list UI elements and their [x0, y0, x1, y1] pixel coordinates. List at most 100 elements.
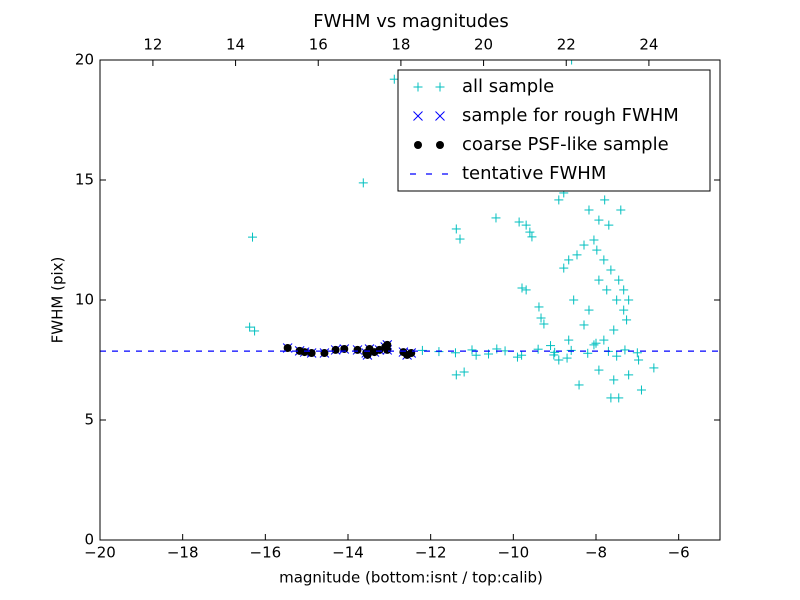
marker [567, 60, 577, 65]
marker [467, 345, 477, 355]
marker [491, 213, 501, 223]
marker [450, 348, 460, 358]
marker [612, 295, 622, 305]
marker-dot [363, 350, 372, 359]
marker [320, 349, 329, 358]
y-tick-label: 5 [84, 411, 94, 429]
marker [614, 275, 624, 285]
marker [606, 265, 616, 275]
marker [572, 250, 582, 260]
chart-title: FWHM vs magnitudes [313, 11, 508, 32]
marker-dot [383, 340, 392, 349]
marker [583, 348, 593, 358]
marker [413, 82, 423, 92]
marker [579, 240, 589, 250]
legend-label: sample for rough FWHM [462, 105, 679, 126]
marker [600, 195, 610, 205]
y-axis-label: FWHM (pix) [49, 257, 67, 344]
x-tick-label: −12 [415, 544, 447, 562]
marker [592, 245, 602, 255]
x-tick-label: −18 [167, 544, 199, 562]
marker [514, 217, 524, 227]
marker [407, 349, 416, 358]
x-tick-label: −14 [332, 544, 364, 562]
marker [599, 255, 609, 265]
marker [451, 224, 461, 234]
marker [533, 344, 543, 354]
marker-stroke [413, 111, 423, 121]
marker [604, 220, 614, 230]
marker [250, 326, 260, 336]
marker [564, 335, 574, 345]
x-tick-label: −16 [250, 544, 282, 562]
marker [492, 344, 502, 354]
legend-label: coarse PSF-like sample [462, 134, 669, 155]
marker [554, 195, 564, 205]
marker [584, 205, 594, 215]
marker-dot [340, 344, 349, 353]
marker [358, 178, 368, 188]
marker [534, 302, 544, 312]
marker [307, 349, 316, 358]
marker [569, 295, 579, 305]
marker-dot [353, 345, 362, 354]
x2-tick-label: 20 [474, 36, 493, 54]
marker [594, 275, 604, 285]
marker [589, 235, 599, 245]
marker [471, 350, 481, 360]
marker [436, 141, 444, 149]
x-tick-label: −6 [668, 544, 690, 562]
marker [435, 82, 445, 92]
marker [564, 255, 574, 265]
marker [624, 295, 634, 305]
legend-box [397, 69, 711, 192]
legend: all sample sample for rough FWHM coarse PS… [397, 69, 711, 192]
marker [602, 285, 612, 295]
marker [579, 320, 589, 330]
marker [609, 375, 619, 385]
marker [512, 352, 522, 362]
marker-dot [300, 348, 309, 357]
marker [636, 385, 646, 395]
x2-tick-label: 14 [226, 36, 245, 54]
marker [340, 344, 349, 353]
marker [609, 325, 619, 335]
marker [606, 393, 616, 403]
marker [383, 340, 392, 349]
marker [283, 344, 292, 352]
marker [459, 367, 469, 377]
marker [539, 319, 549, 329]
marker [594, 215, 604, 225]
marker [550, 347, 560, 357]
marker [612, 351, 622, 361]
marker [521, 285, 531, 295]
y-tick-label: 15 [75, 171, 94, 189]
marker [517, 350, 527, 360]
marker [549, 350, 559, 360]
marker-stroke [435, 111, 445, 121]
marker-dot [283, 344, 292, 352]
marker [559, 263, 569, 273]
marker [620, 345, 630, 355]
marker [566, 345, 576, 355]
marker [584, 305, 594, 315]
marker [624, 370, 634, 380]
marker [591, 338, 601, 348]
marker [594, 365, 604, 375]
marker [245, 322, 255, 332]
marker [554, 355, 564, 365]
marker-dot [320, 349, 329, 358]
marker [417, 345, 427, 355]
marker [389, 74, 399, 84]
marker [527, 232, 537, 242]
marker [413, 111, 423, 121]
marker [616, 205, 626, 215]
x2-tick-label: 22 [557, 36, 576, 54]
marker [536, 313, 546, 323]
marker-dot [331, 345, 340, 354]
marker [599, 335, 609, 345]
marker [574, 380, 584, 390]
marker [248, 232, 258, 242]
x2-tick-label: 12 [143, 36, 162, 54]
